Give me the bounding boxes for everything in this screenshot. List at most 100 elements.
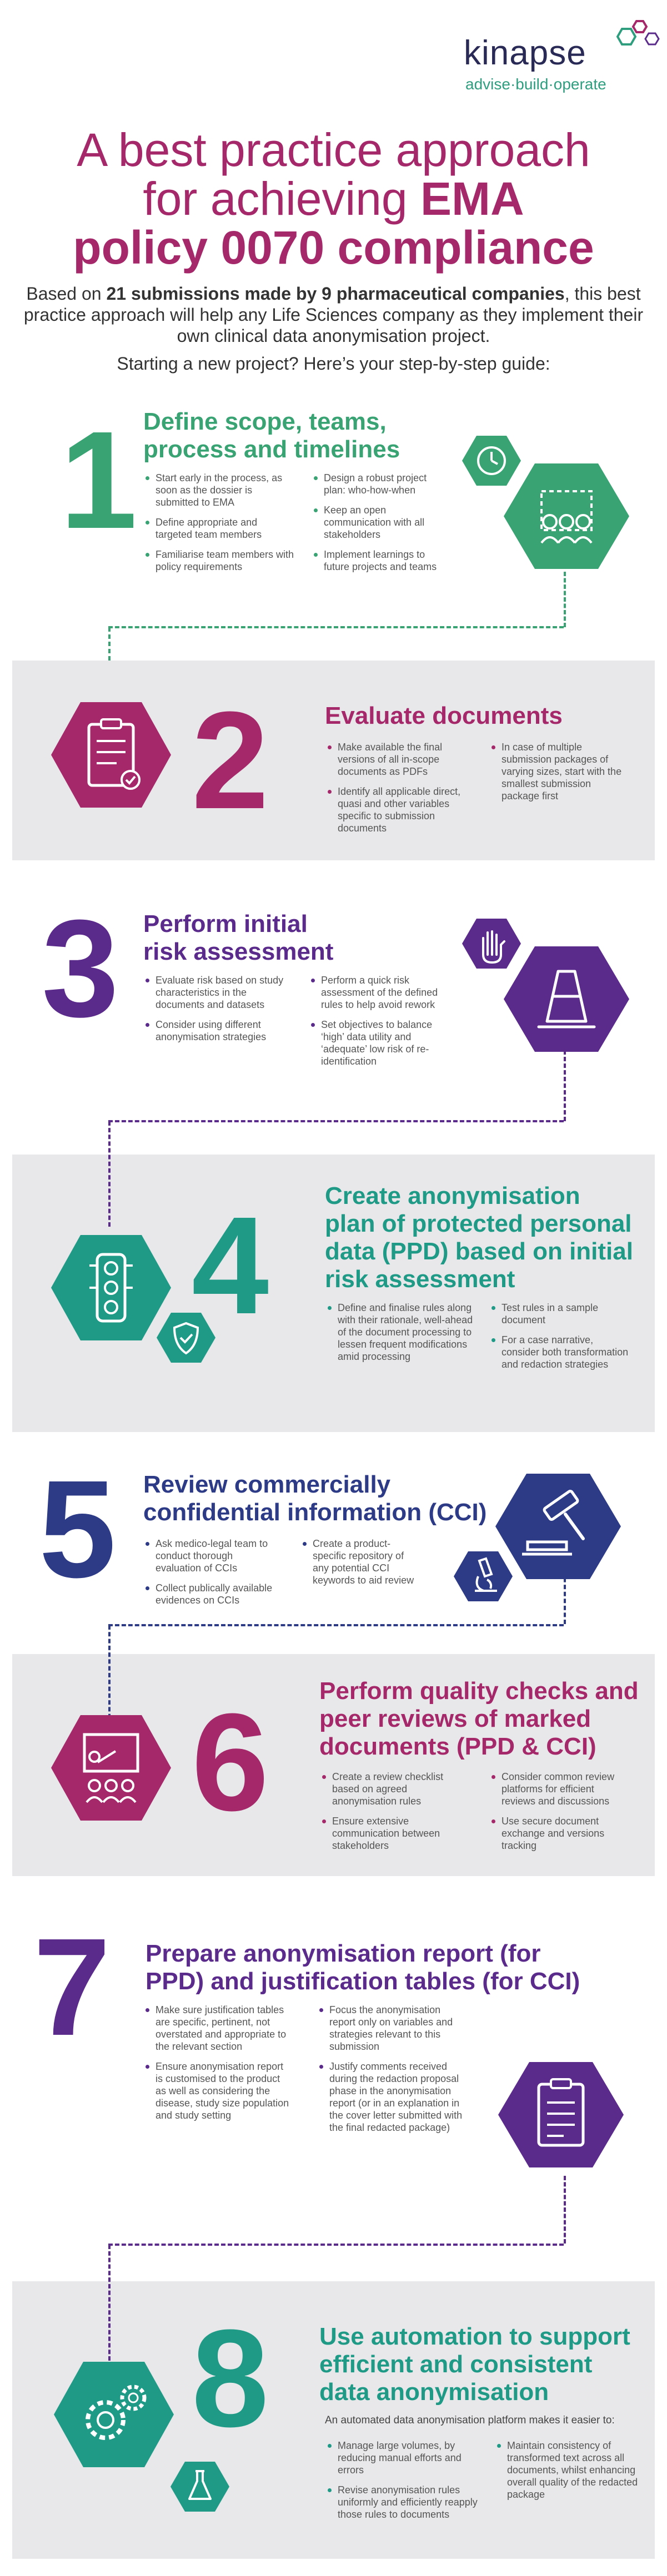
- step-5-title-line: Review commercially: [143, 1471, 391, 1498]
- step-1-col-1: Start early in the process, as soon as t…: [146, 472, 295, 581]
- list-item: For a case narrative, consider both tran…: [492, 1334, 630, 1370]
- list-item: Focus the anonymisation report only on v…: [319, 2004, 467, 2053]
- step-6-col-2: Consider common review platforms for eff…: [492, 1771, 630, 1859]
- flask-icon: [170, 2462, 229, 2512]
- list-item: Ask medico-legal team to conduct thoroug…: [146, 1537, 273, 1574]
- step-2-title-line: Evaluate documents: [325, 702, 563, 729]
- step-2-col-2: In case of multiple submission packages …: [492, 741, 630, 810]
- list-item: Ensure anonymisation report is customise…: [146, 2060, 293, 2121]
- connector: [108, 2245, 111, 2400]
- step-2-number: 2: [192, 683, 269, 838]
- step-3-number: 3: [42, 891, 119, 1046]
- step-3-col-1: Evaluate risk based on study characteris…: [146, 974, 290, 1051]
- step-8-number: 8: [192, 2301, 269, 2456]
- connector: [108, 2244, 564, 2246]
- step-6-title-line: peer reviews of marked: [319, 1705, 591, 1732]
- step-8-title-line: efficient and consistent: [319, 2351, 593, 2378]
- step-4-col-2: Test rules in a sample document For a ca…: [492, 1302, 630, 1378]
- list-item: Define appropriate and targeted team mem…: [146, 516, 295, 541]
- step-5-col-2: Create a product-specific repository of …: [303, 1537, 419, 1594]
- step-1-col-2: Design a robust project plan: who-how-wh…: [314, 472, 447, 581]
- presentation-icon: [51, 1715, 171, 1821]
- list-item: Maintain consistency of transformed text…: [497, 2439, 641, 2501]
- list-item: In case of multiple submission packages …: [492, 741, 630, 802]
- connector: [564, 1571, 566, 1624]
- connector: [108, 1625, 111, 1725]
- step-4-col-1: Define and finalise rules along with the…: [328, 1302, 478, 1370]
- step-8-title-line: Use automation to support: [319, 2323, 630, 2350]
- step-6-title-line: Perform quality checks and: [319, 1677, 639, 1705]
- step-6-col-1: Create a review checklist based on agree…: [322, 1771, 458, 1859]
- step-2-col-1: Make available the final versions of all…: [328, 741, 464, 842]
- list-item: Test rules in a sample document: [492, 1302, 630, 1326]
- team-icon: [504, 463, 629, 569]
- step-7-title: Prepare anonymisation report (for PPD) a…: [146, 1940, 580, 1995]
- list-item: Consider using different anonymisation s…: [146, 1019, 290, 1043]
- connector: [564, 2176, 566, 2244]
- list-item: Make sure justification tables are speci…: [146, 2004, 293, 2053]
- step-1-title: Define scope, teams, process and timelin…: [143, 408, 400, 463]
- title-line-3: policy 0070 compliance: [73, 221, 594, 274]
- connector: [108, 1121, 111, 1227]
- step-5-title-line: confidential information (CCI): [143, 1499, 487, 1526]
- connector: [108, 1120, 564, 1122]
- guide-text: Starting a new project? Here’s your step…: [117, 354, 550, 374]
- step-5-col-1: Ask medico-legal team to conduct thoroug…: [146, 1537, 273, 1614]
- step-8-lead: An automated data anonymisation platform…: [325, 2414, 615, 2426]
- list-item: Use secure document exchange and version…: [492, 1815, 630, 1852]
- title-line-1: A best practice approach: [77, 124, 590, 176]
- step-5-title: Review commercially confidential informa…: [143, 1471, 487, 1526]
- page-title: A best practice approach for achieving E…: [0, 125, 667, 272]
- step-3-title: Perform initial risk assessment: [143, 910, 333, 966]
- step-6-number: 6: [192, 1685, 269, 1839]
- step-8-title-line: data anonymisation: [319, 2378, 549, 2406]
- step-3-title-line: risk assessment: [143, 938, 334, 965]
- clock-icon: [462, 436, 521, 486]
- step-3-title-line: Perform initial: [143, 910, 308, 937]
- intro-text: Based on 21 submissions made by 9 pharma…: [22, 283, 645, 346]
- step-4-title-line: risk assessment: [325, 1266, 515, 1293]
- step-8-title: Use automation to support efficient and …: [319, 2323, 630, 2406]
- list-item: Evaluate risk based on study characteris…: [146, 974, 290, 1011]
- step-1-number: 1: [60, 402, 138, 557]
- connector: [108, 627, 111, 661]
- step-7-title-line: Prepare anonymisation report (for: [146, 1940, 541, 1967]
- clipboard-icon: [498, 2062, 624, 2167]
- step-1-title-line: Define scope, teams,: [143, 408, 387, 435]
- step-4-number: 4: [192, 1188, 269, 1343]
- list-item: Justify comments received during the red…: [319, 2060, 467, 2134]
- step-4-title-line: Create anonymisation: [325, 1182, 580, 1209]
- list-item: Implement learnings to future projects a…: [314, 548, 447, 573]
- list-item: Revise anonymisation rules uniformly and…: [328, 2484, 478, 2520]
- title-line-2: for achieving: [143, 173, 420, 225]
- step-7-number: 7: [33, 1909, 111, 2064]
- list-item: Collect publically available evidences o…: [146, 1582, 273, 1606]
- checklist-icon: [51, 702, 171, 808]
- traffic-light-icon: [51, 1235, 171, 1340]
- list-item: Consider common review platforms for eff…: [492, 1771, 630, 1807]
- gavel-icon: [495, 1474, 621, 1579]
- brand-tagline: advise·build·operate: [465, 75, 606, 93]
- list-item: Keep an open communication with all stak…: [314, 504, 447, 541]
- traffic-cone-icon: [504, 946, 629, 1052]
- intro-post: , this best practice approach will help …: [23, 284, 644, 346]
- shield-check-icon: [157, 1313, 215, 1363]
- step-5-number: 5: [39, 1451, 117, 1606]
- list-item: Familiarise team members with policy req…: [146, 548, 295, 573]
- logo-hexagons-icon: [616, 20, 660, 46]
- microscope-icon: [454, 1551, 513, 1601]
- step-7-title-line: PPD) and justification tables (for CCI): [146, 1968, 580, 1995]
- step-7-col-1: Make sure justification tables are speci…: [146, 2004, 293, 2129]
- title-ema: EMA: [420, 173, 524, 225]
- list-item: Ensure extensive communication between s…: [322, 1815, 458, 1852]
- step-6-title-line: documents (PPD & CCI): [319, 1733, 596, 1760]
- list-item: Make available the final versions of all…: [328, 741, 464, 778]
- step-8-col-2: Maintain consistency of transformed text…: [497, 2439, 641, 2508]
- connector: [108, 626, 564, 628]
- step-3-col-2: Perform a quick risk assessment of the d…: [311, 974, 444, 1075]
- brand-logo-text: kinapse: [464, 34, 586, 72]
- list-item: Start early in the process, as soon as t…: [146, 472, 295, 508]
- connector: [108, 1624, 564, 1626]
- list-item: Create a review checklist based on agree…: [322, 1771, 458, 1807]
- intro-bold: 21 submissions made by 9 pharmaceutical …: [106, 284, 565, 304]
